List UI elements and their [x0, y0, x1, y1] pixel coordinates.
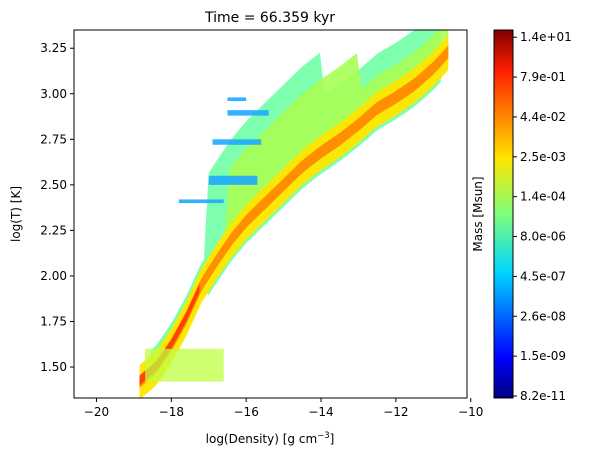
- cold-streak: [212, 139, 262, 145]
- core-band: [139, 35, 449, 398]
- y-axis: 1.50 1.75 2.00 2.25 2.50 2.75 3.00 3.25: [40, 41, 74, 374]
- y-tick-label: 2.00: [40, 269, 67, 283]
- y-tick-label: 3.00: [40, 87, 67, 101]
- colorbar-tick-label: 2.5e-03: [520, 150, 566, 164]
- cold-streak: [227, 110, 269, 116]
- colorbar-tick-label: 1.4e+01: [520, 30, 572, 44]
- colorbar-tick-label: 8.0e-06: [520, 230, 566, 244]
- cold-streak: [178, 199, 224, 204]
- cold-streak: [227, 97, 247, 102]
- x-tick-label: −14: [308, 405, 333, 419]
- colorbar-tick-label: 7.9e-01: [520, 70, 566, 84]
- colorbar-tick-label: 1.4e-04: [520, 190, 566, 204]
- colorbar-tick-label: 1.5e-09: [520, 349, 566, 363]
- cold-streak: [208, 175, 258, 185]
- x-tick-label: −20: [84, 405, 109, 419]
- x-axis: −20 −18 −16 −14 −12 −10: [84, 398, 483, 419]
- x-tick-label: −12: [383, 405, 408, 419]
- y-tick-label: 1.75: [40, 314, 67, 328]
- colorbar-tick-label: 2.6e-08: [520, 309, 566, 323]
- y-axis-label: log(T) [K]: [9, 186, 23, 242]
- colorbar-tick-label: 8.2e-11: [520, 389, 566, 403]
- colorbar-ticks: 8.2e-11 1.5e-09 2.6e-08 4.5e-07 8.0e-06 1.4e-…: [513, 30, 572, 403]
- y-tick-label: 1.50: [40, 360, 67, 374]
- x-axis-label: log(Density) [g cm−3]: [206, 431, 335, 446]
- chart-title: Time = 66.359 kyr: [204, 10, 335, 26]
- x-tick-label: −10: [458, 405, 483, 419]
- colorbar: [493, 29, 514, 399]
- colorbar-tick-label: 4.4e-02: [520, 110, 566, 124]
- x-tick-label: −16: [234, 405, 259, 419]
- ridge-band: [139, 45, 449, 388]
- axes-frame: [73, 29, 468, 399]
- x-tick-label: −18: [159, 405, 184, 419]
- distribution-layer: [139, 30, 449, 398]
- colorbar-tick-label: 4.5e-07: [520, 269, 566, 283]
- outer-halo: [150, 30, 441, 381]
- y-tick-label: 2.25: [40, 223, 67, 237]
- y-tick-label: 2.75: [40, 132, 67, 146]
- y-tick-label: 3.25: [40, 41, 67, 55]
- y-tick-label: 2.50: [40, 178, 67, 192]
- low-temp-shelf: [145, 348, 224, 382]
- colorbar-label: Mass [Msun]: [471, 176, 485, 251]
